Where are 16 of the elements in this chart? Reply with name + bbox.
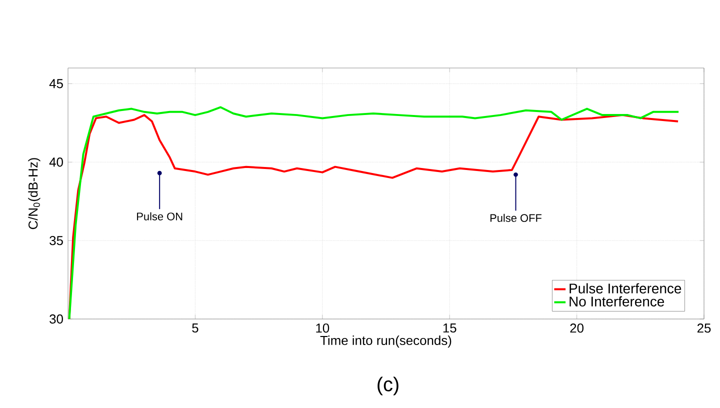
x-tick-label: 25	[697, 324, 711, 333]
y-tick-label: 45	[49, 79, 63, 88]
legend-label: No Interference	[570, 296, 664, 306]
x-axis-title: Time into run(seconds)	[320, 336, 452, 348]
legend-label: Pulse Interference	[570, 283, 682, 294]
x-tick-label: 20	[570, 324, 584, 333]
x-tick-label: 15	[443, 324, 456, 333]
x-tick-label: 10	[316, 324, 330, 333]
y-tick-label: 40	[49, 158, 63, 167]
y-tick-label: 30	[50, 314, 63, 324]
y-axis-title: C/N$_{0}$(dB-Hz)	[28, 158, 40, 230]
x-tick-label: 5	[192, 324, 198, 333]
text: (c)	[378, 376, 398, 396]
annotation: Pulse OFF	[490, 214, 542, 222]
annotation: Pulse ON	[137, 212, 182, 220]
y-tick-label: 35	[50, 236, 63, 246]
